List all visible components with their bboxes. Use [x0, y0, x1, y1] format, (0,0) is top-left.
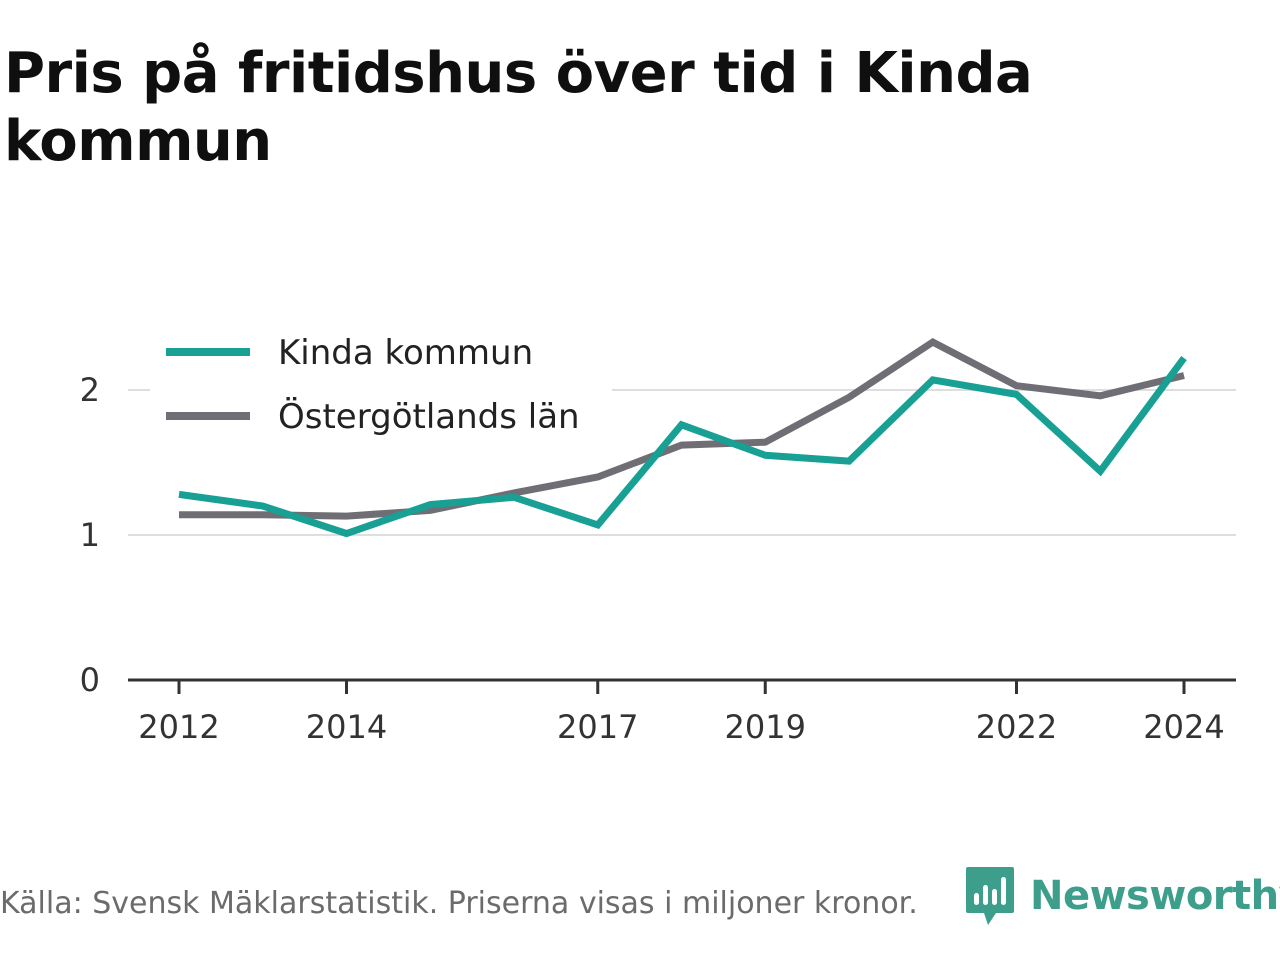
newsworthy-chart-bubble-icon	[966, 867, 1014, 925]
legend-background	[150, 322, 612, 446]
brand-logo[interactable]: Newsworthy	[964, 864, 1280, 928]
x-tick-label: 2022	[976, 708, 1057, 746]
x-tick-label: 2014	[306, 708, 387, 746]
x-tick-label: 2019	[725, 708, 806, 746]
brand-name: Newsworthy	[1030, 873, 1280, 919]
series-lines	[178, 338, 1187, 538]
x-tick-label: 2024	[1143, 708, 1224, 746]
y-tick-label: 2	[80, 371, 100, 409]
legend-label: Östergötlands län	[278, 396, 580, 437]
legend: Kinda kommun Östergötlands län	[150, 322, 612, 446]
x-tick-label: 2012	[138, 708, 219, 746]
y-tick-label: 0	[80, 661, 100, 699]
y-tick-label: 1	[80, 516, 100, 554]
x-tick-label: 2017	[557, 708, 638, 746]
axes: 0 1 2 2012 2014 2017 2019 2022 2024	[80, 371, 1236, 746]
source-note: Källa: Svensk Mäklarstatistik. Priserna …	[0, 886, 918, 921]
legend-label: Kinda kommun	[278, 333, 533, 373]
chart-title: Pris på fritidshus över tid i Kinda komm…	[4, 41, 1033, 174]
